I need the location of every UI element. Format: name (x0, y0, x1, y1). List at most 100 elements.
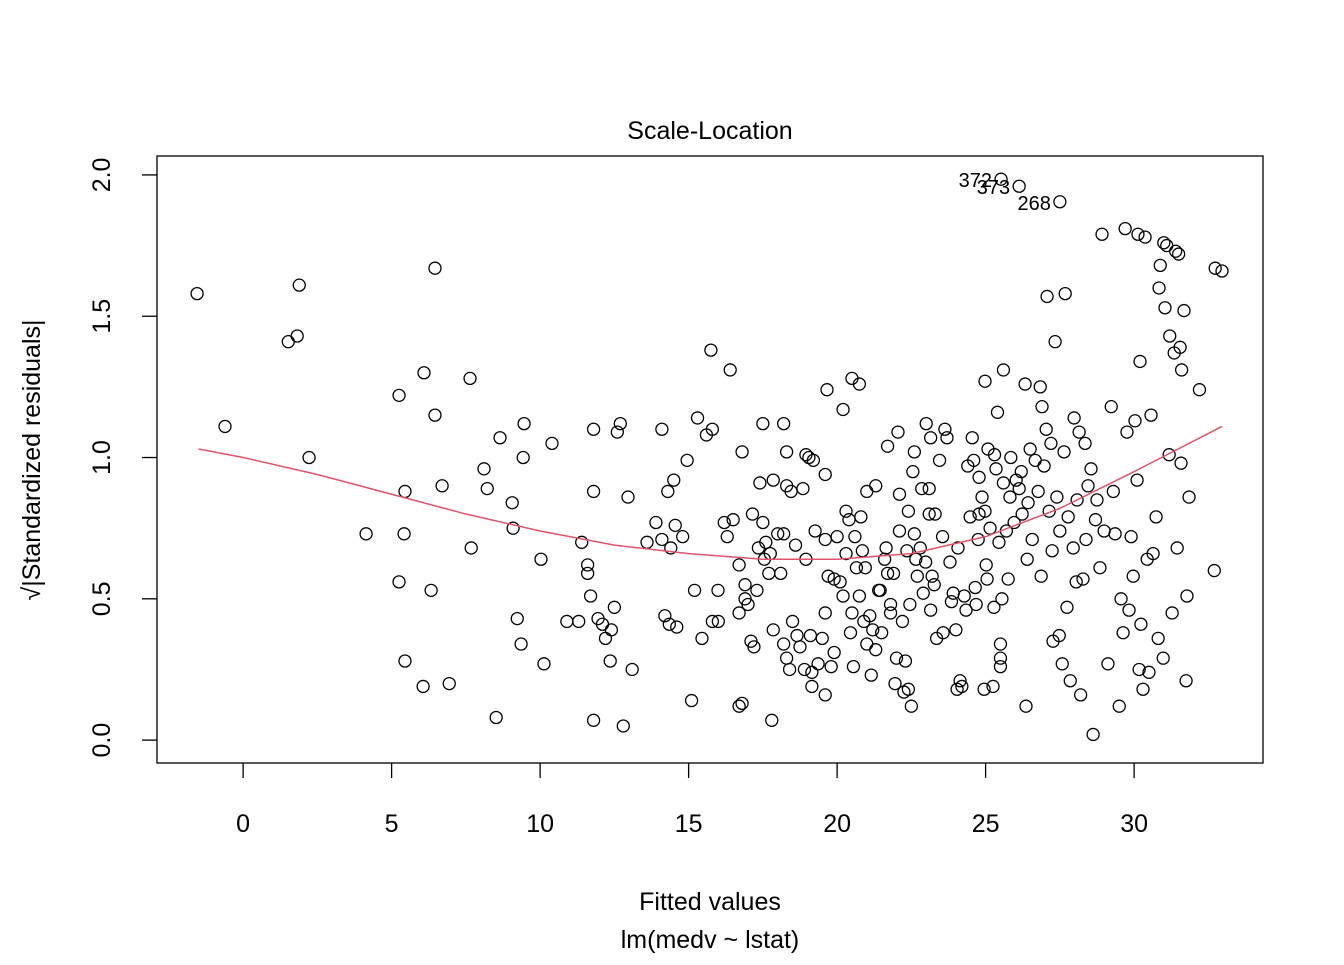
point (978, 374, 992, 388)
point (827, 572, 841, 586)
point (1172, 247, 1186, 261)
point (442, 676, 456, 691)
point (883, 606, 898, 620)
y-tick-label: 1.0 (88, 440, 116, 475)
point (428, 408, 442, 422)
point (1048, 335, 1062, 349)
point (723, 363, 737, 377)
point (771, 527, 785, 541)
y-tick-label: 1.5 (88, 299, 116, 334)
point (1170, 541, 1184, 555)
point (1179, 674, 1193, 688)
point (1035, 400, 1049, 414)
point (1025, 532, 1039, 547)
point (957, 589, 971, 603)
point (664, 541, 678, 555)
point (732, 558, 746, 572)
point (880, 566, 895, 581)
point (759, 535, 773, 549)
point (979, 558, 993, 572)
point (1057, 445, 1071, 459)
point (907, 445, 921, 459)
point (621, 490, 635, 504)
point (1162, 448, 1176, 462)
point (290, 329, 304, 343)
point (741, 597, 755, 612)
point (793, 640, 807, 654)
point (869, 643, 883, 657)
point (1114, 592, 1128, 606)
point (925, 569, 939, 583)
point (1088, 513, 1103, 527)
x-tick-label: 0 (236, 810, 250, 838)
point (1116, 626, 1130, 640)
point (505, 496, 519, 510)
point (756, 416, 770, 431)
point (392, 575, 406, 589)
point (818, 606, 832, 620)
point (398, 654, 412, 668)
point (1192, 383, 1207, 397)
point (965, 431, 979, 445)
point (854, 510, 868, 524)
point (302, 450, 316, 465)
point (969, 597, 983, 612)
point (924, 431, 938, 445)
point (1052, 628, 1066, 643)
point (745, 507, 760, 521)
point (987, 448, 1002, 462)
point (1076, 572, 1090, 586)
point (1132, 662, 1146, 677)
point (919, 416, 933, 431)
point (953, 674, 967, 688)
point (836, 402, 850, 417)
point (782, 662, 797, 677)
point (815, 631, 829, 646)
point (1128, 414, 1142, 428)
point (873, 583, 887, 597)
point (572, 614, 586, 629)
point (705, 614, 720, 629)
point (1122, 603, 1136, 617)
point (975, 490, 989, 504)
point (463, 371, 477, 386)
point (655, 422, 669, 436)
point (895, 614, 910, 629)
point (901, 682, 916, 696)
point (1152, 281, 1166, 295)
point (717, 515, 731, 530)
point (1177, 303, 1191, 318)
point (848, 529, 862, 544)
point (891, 425, 905, 439)
point (992, 535, 1006, 549)
point (944, 594, 959, 609)
point (735, 445, 749, 459)
point (852, 377, 867, 391)
point (428, 261, 442, 275)
point (477, 462, 491, 476)
point (880, 439, 895, 453)
point (695, 631, 709, 646)
point (1146, 546, 1160, 561)
point (986, 679, 1000, 694)
point (516, 450, 530, 465)
point (996, 363, 1011, 377)
point (397, 527, 411, 541)
point (898, 654, 913, 668)
point (796, 481, 810, 496)
point (820, 383, 834, 397)
point (932, 453, 947, 467)
point (616, 719, 630, 733)
point (875, 626, 889, 640)
smooth-line (198, 425, 1223, 561)
x-tick-label: 25 (972, 810, 1000, 838)
point (1055, 657, 1069, 671)
point (1215, 264, 1229, 278)
point (1165, 606, 1179, 620)
point (818, 688, 832, 702)
point (668, 518, 682, 532)
point (836, 589, 850, 603)
point (603, 654, 617, 668)
point (886, 566, 901, 581)
